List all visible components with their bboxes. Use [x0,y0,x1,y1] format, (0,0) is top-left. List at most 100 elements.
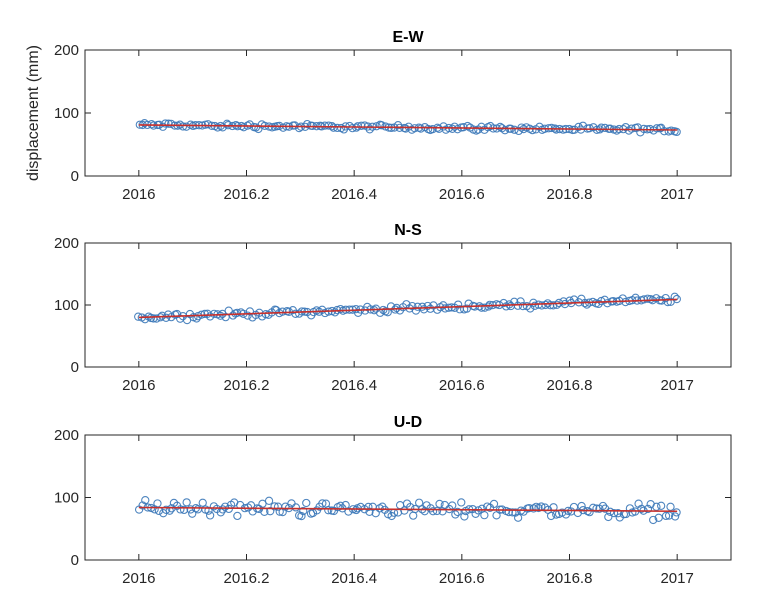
x-tick-label: 2016.4 [331,570,377,587]
data-point [224,306,233,315]
data-point [460,512,469,521]
data-point [232,308,242,318]
data-point [258,499,267,508]
data-point [297,511,306,521]
data-point [627,124,636,133]
data-point [480,303,489,312]
x-tick-label: 2016.4 [331,377,377,394]
x-tick-label: 2016.6 [439,186,485,203]
x-tick-label: 2016 [122,186,155,203]
data-point [639,295,649,304]
trend-line [138,506,678,513]
subplot-3: U-D 2016 2016.2 2016.4 2016.6 2016.8 2017 0 100 2… [54,414,732,587]
data-point [344,507,353,516]
data-point [209,309,219,319]
data-point [453,507,462,517]
data-point [440,500,449,510]
x-tick-label: 2016.6 [439,377,485,394]
x-tick-label: 2016.2 [224,186,270,203]
data-point [448,124,457,133]
data-point [193,505,203,514]
data-point [365,125,374,134]
data-point [606,507,615,516]
data-point [603,299,612,308]
y-tick-label: 100 [54,297,79,314]
data-point [243,311,252,320]
y-axis-label: displacement (mm) [25,45,42,181]
data-point [200,309,209,319]
subplot-title: E-W [392,29,424,46]
data-point [138,501,147,510]
data-point [411,306,421,315]
data-point [537,301,546,310]
data-point [552,300,561,310]
data-point [500,126,510,135]
data-point [377,121,386,130]
trend-line [138,124,678,131]
y-tick-label: 0 [71,359,79,376]
data-point [518,301,528,311]
data-point [609,508,619,518]
data-point [577,501,586,511]
data-point [161,505,171,514]
subplots: E-W 2016 2016.2 2016.4 2016.6 2016.8 2017 0 100 2… [54,29,732,587]
subplot-2: N-S 2016 2016.2 2016.4 2016.6 2016.8 2017 0 100 2… [54,222,732,394]
data-point [324,121,333,130]
y-tick-label: 100 [54,490,79,507]
data-point [652,502,661,511]
x-tick-label: 2017 [660,570,693,587]
data-point [565,296,574,305]
data-point [409,511,418,520]
subplot-1: E-W 2016 2016.2 2016.4 2016.6 2016.8 2017 0 100 2… [54,29,732,203]
data-point [204,506,213,515]
data-point [643,504,653,514]
data-point [435,499,444,509]
data-point [428,124,437,134]
data-point [179,505,189,515]
data-point [661,511,671,521]
data-point [153,499,162,508]
data-point [600,123,610,133]
x-tick-label: 2016.8 [547,570,593,587]
data-point [557,508,567,517]
data-point [652,124,661,133]
data-point [670,292,679,301]
data-point [216,311,225,320]
data-point [295,309,304,318]
data-point [176,505,185,514]
data-series [135,118,681,137]
data-point [528,125,537,135]
data-point [266,507,275,516]
x-tick-label: 2016 [122,377,155,394]
data-point [451,510,460,519]
data-point [203,309,212,318]
data-point [228,311,238,320]
data-point [290,121,299,130]
data-point [182,498,191,507]
data-series [134,496,681,525]
axes-box [84,434,732,561]
data-point [141,496,150,505]
data-point [574,122,583,132]
data-point [428,507,438,516]
data-point [633,123,642,132]
x-tick-label: 2017 [660,377,693,394]
data-point [594,299,603,309]
data-point [663,297,672,307]
y-tick-label: 0 [71,168,79,185]
data-point [598,501,608,511]
data-point [198,498,207,507]
axes-box [84,49,732,177]
data-point [205,312,215,321]
data-point [547,123,556,133]
data-point [453,125,462,134]
data-point [549,301,558,310]
data-point [364,502,373,512]
data-point [457,498,466,507]
data-point [303,119,312,129]
x-tick-label: 2016.2 [224,377,270,394]
data-point [222,119,232,128]
data-point [264,496,274,505]
data-point [637,504,646,514]
